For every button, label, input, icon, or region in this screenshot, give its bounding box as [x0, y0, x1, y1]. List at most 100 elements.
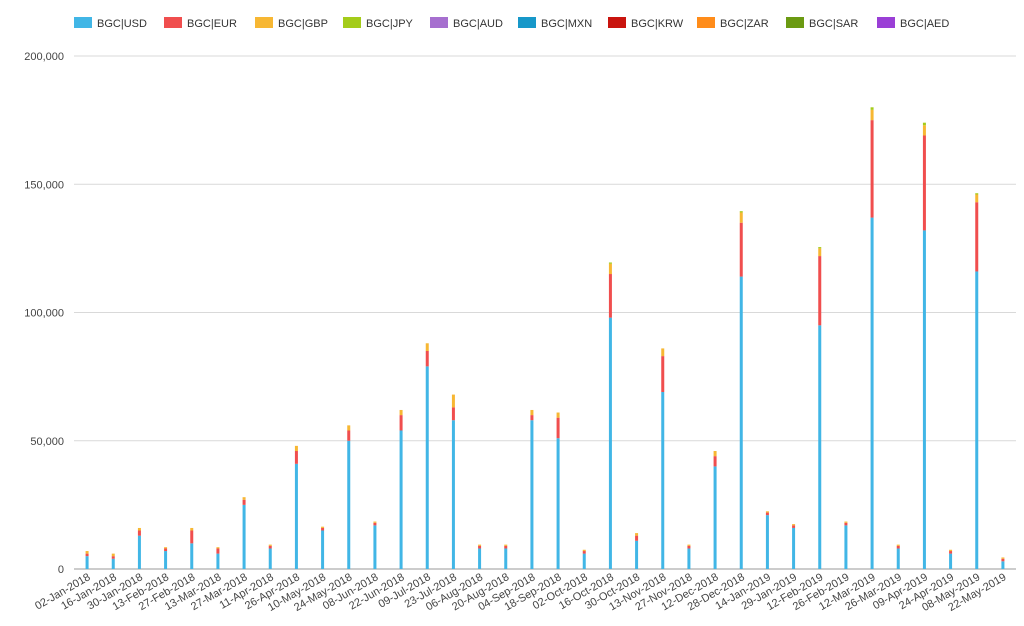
bar-segment[interactable]	[713, 451, 717, 457]
bar-segment[interactable]	[739, 211, 743, 213]
bar-segment[interactable]	[792, 525, 796, 528]
bar-segment[interactable]	[137, 535, 141, 569]
bar-segment[interactable]	[687, 545, 691, 549]
bar-segment[interactable]	[949, 553, 953, 569]
bar-segment[interactable]	[635, 535, 639, 541]
bar-segment[interactable]	[765, 515, 769, 569]
bar-segment[interactable]	[1001, 561, 1005, 569]
bar-segment[interactable]	[451, 407, 455, 421]
bar-segment[interactable]	[818, 325, 822, 569]
bar-segment[interactable]	[713, 456, 717, 467]
bar-segment[interactable]	[530, 420, 534, 569]
bar-segment[interactable]	[922, 135, 926, 231]
bar-segment[interactable]	[608, 317, 612, 569]
bar-segment[interactable]	[792, 527, 796, 569]
bar-segment[interactable]	[661, 348, 665, 357]
bar-segment[interactable]	[190, 530, 194, 544]
bar-segment[interactable]	[373, 521, 377, 523]
bar-segment[interactable]	[190, 527, 194, 531]
bar-segment[interactable]	[321, 530, 325, 569]
bar-segment[interactable]	[530, 415, 534, 421]
bar-segment[interactable]	[425, 350, 429, 367]
bar-segment[interactable]	[582, 549, 586, 552]
bar-segment[interactable]	[1001, 558, 1005, 562]
bar-segment[interactable]	[844, 525, 848, 569]
legend-item[interactable]: BGC|MXN	[518, 17, 592, 30]
bar-segment[interactable]	[661, 392, 665, 569]
bar-segment[interactable]	[661, 356, 665, 393]
bar-segment[interactable]	[975, 202, 979, 272]
bar-segment[interactable]	[216, 548, 220, 554]
bar-segment[interactable]	[922, 125, 926, 136]
bar-segment[interactable]	[608, 274, 612, 318]
bar-segment[interactable]	[870, 107, 874, 110]
bar-segment[interactable]	[373, 522, 377, 526]
bar-segment[interactable]	[294, 451, 298, 464]
bar-segment[interactable]	[818, 256, 822, 326]
bar-segment[interactable]	[870, 109, 874, 121]
legend-item[interactable]: BGC|EUR	[164, 17, 237, 30]
bar-segment[interactable]	[818, 248, 822, 257]
bar-segment[interactable]	[137, 530, 141, 536]
bar-segment[interactable]	[85, 556, 89, 569]
bar-segment[interactable]	[975, 193, 979, 195]
bar-segment[interactable]	[478, 548, 482, 569]
bar-segment[interactable]	[111, 556, 115, 559]
bar-segment[interactable]	[451, 394, 455, 408]
bar-segment[interactable]	[922, 230, 926, 570]
bar-segment[interactable]	[556, 438, 560, 569]
bar-segment[interactable]	[949, 551, 953, 554]
bar-segment[interactable]	[504, 544, 508, 546]
bar-segment[interactable]	[321, 526, 325, 528]
bar-segment[interactable]	[504, 545, 508, 549]
bar-segment[interactable]	[85, 553, 89, 557]
legend-item[interactable]: BGC|SAR	[786, 17, 858, 30]
bar-segment[interactable]	[635, 533, 639, 536]
bar-segment[interactable]	[556, 417, 560, 439]
bar-segment[interactable]	[85, 551, 89, 554]
bar-segment[interactable]	[399, 409, 403, 416]
bar-segment[interactable]	[1001, 557, 1005, 559]
bar-segment[interactable]	[922, 122, 926, 126]
bar-segment[interactable]	[373, 525, 377, 569]
bar-segment[interactable]	[896, 545, 900, 549]
bar-segment[interactable]	[478, 545, 482, 549]
bar-segment[interactable]	[164, 548, 168, 552]
bar-segment[interactable]	[294, 463, 298, 569]
bar-segment[interactable]	[478, 544, 482, 546]
bar-segment[interactable]	[870, 217, 874, 569]
bar-segment[interactable]	[608, 263, 612, 275]
bar-segment[interactable]	[111, 558, 115, 569]
legend-item[interactable]: BGC|AED	[877, 17, 949, 30]
bar-segment[interactable]	[399, 430, 403, 569]
bar-segment[interactable]	[582, 551, 586, 554]
bar-segment[interactable]	[242, 497, 246, 500]
bar-segment[interactable]	[111, 553, 115, 557]
bar-segment[interactable]	[190, 543, 194, 569]
bar-segment[interactable]	[164, 547, 168, 549]
legend-item[interactable]: BGC|KRW	[608, 17, 684, 30]
bar-segment[interactable]	[818, 247, 822, 249]
legend-item[interactable]: BGC|JPY	[343, 17, 414, 30]
bar-segment[interactable]	[451, 420, 455, 569]
bar-segment[interactable]	[294, 445, 298, 452]
bar-segment[interactable]	[425, 343, 429, 351]
bar-segment[interactable]	[268, 545, 272, 549]
bar-segment[interactable]	[608, 262, 612, 264]
bar-segment[interactable]	[504, 548, 508, 569]
bar-segment[interactable]	[896, 548, 900, 569]
bar-segment[interactable]	[137, 527, 141, 531]
bar-segment[interactable]	[949, 549, 953, 552]
bar-segment[interactable]	[844, 521, 848, 523]
bar-segment[interactable]	[792, 524, 796, 526]
bar-segment[interactable]	[347, 440, 351, 569]
bar-segment[interactable]	[216, 547, 220, 549]
legend-item[interactable]: BGC|AUD	[430, 17, 503, 30]
bar-segment[interactable]	[765, 512, 769, 516]
bar-segment[interactable]	[425, 366, 429, 569]
legend-item[interactable]: BGC|ZAR	[697, 17, 769, 30]
legend-item[interactable]: BGC|USD	[74, 17, 147, 30]
bar-segment[interactable]	[582, 553, 586, 569]
bar-segment[interactable]	[739, 222, 743, 277]
bar-segment[interactable]	[321, 527, 325, 531]
